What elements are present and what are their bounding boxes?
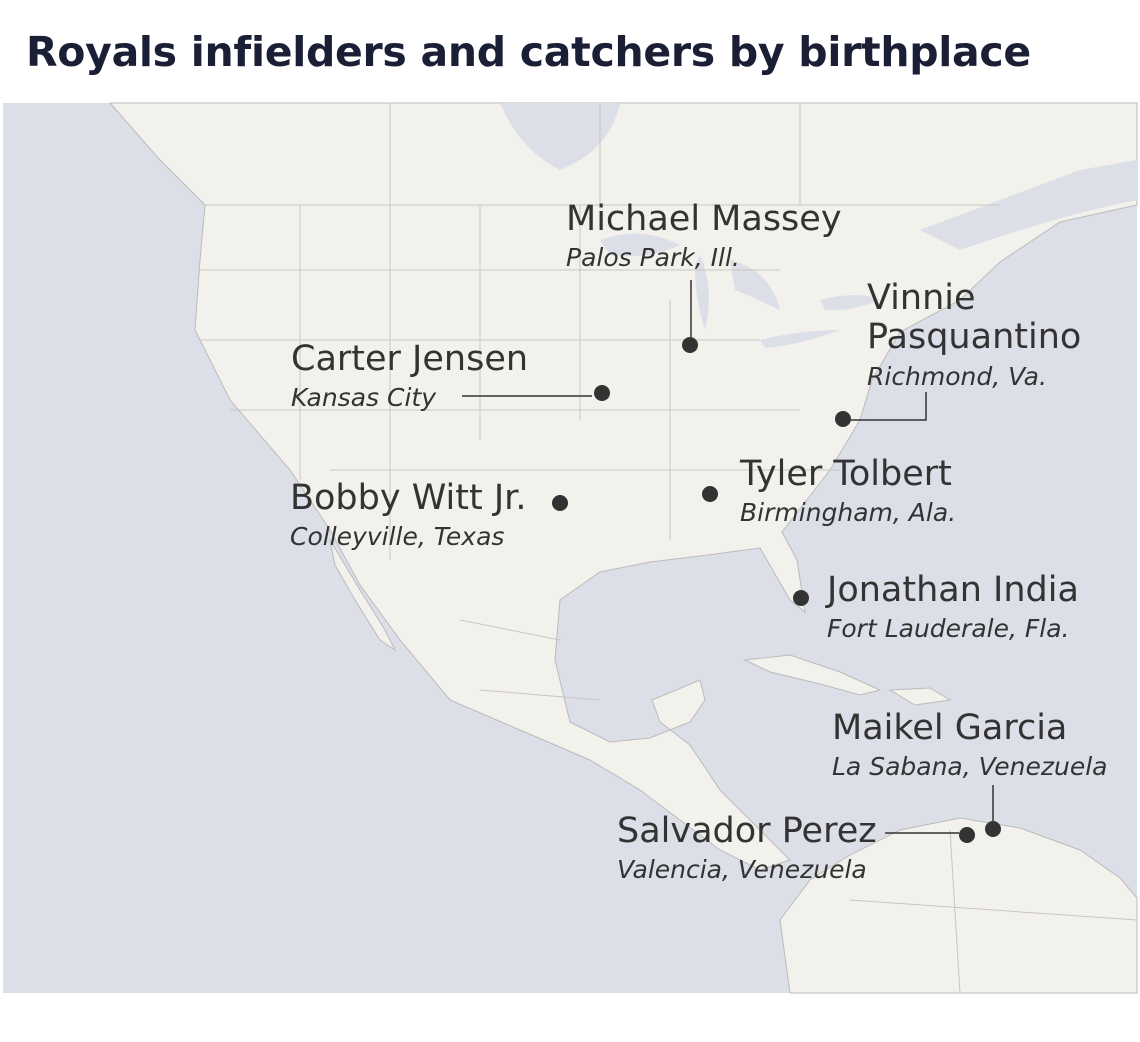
cuba	[743, 654, 882, 696]
label: Salvador Perez Valencia, Venezuela	[617, 811, 877, 884]
dot	[702, 486, 718, 502]
borders	[200, 103, 1138, 994]
birthplace: Colleyville, Texas	[290, 522, 505, 551]
dot	[552, 495, 568, 511]
dot	[985, 821, 1001, 837]
birthplace: Valencia, Venezuela	[617, 855, 867, 884]
label: Tyler Tolbert Birmingham, Ala.	[740, 454, 957, 527]
dot	[682, 337, 698, 353]
player-name: Michael Massey	[566, 199, 842, 239]
label: Maikel Garcia La Sabana, Venezuela	[832, 708, 1108, 781]
player-name: Vinnie Pasquantino	[867, 278, 1082, 357]
birthplace: La Sabana, Venezuela	[832, 752, 1108, 781]
dot	[835, 411, 851, 427]
player-name: Tyler Tolbert	[740, 454, 952, 494]
dot	[793, 590, 809, 606]
dot	[594, 385, 610, 401]
leader-lines	[462, 280, 994, 834]
dots	[552, 337, 1001, 843]
birthplace: Palos Park, Ill.	[566, 243, 740, 272]
label: Vinnie Pasquantino Richmond, Va.	[867, 279, 1107, 389]
birthplace: Fort Lauderale, Fla.	[827, 614, 1070, 643]
hispaniola	[888, 687, 952, 706]
player-name: Maikel Garcia	[832, 708, 1068, 748]
label: Bobby Witt Jr. Colleyville, Texas	[290, 478, 527, 551]
title: Royals infielders and catchers by birthp…	[26, 28, 1031, 76]
player-name: Carter Jensen	[291, 339, 529, 379]
birthplace: Richmond, Va.	[867, 362, 1047, 391]
player-name: Salvador Perez	[617, 811, 877, 851]
label: Jonathan India Fort Lauderale, Fla.	[827, 570, 1079, 643]
birthplace: Kansas City	[291, 383, 436, 412]
label: Michael Massey Palos Park, Ill.	[566, 199, 842, 272]
label: Carter Jensen Kansas City	[291, 339, 529, 412]
lakes	[500, 103, 1137, 348]
dot	[959, 827, 975, 843]
baja	[329, 539, 397, 652]
birthplace: Birmingham, Ala.	[740, 498, 957, 527]
player-name: Bobby Witt Jr.	[290, 478, 527, 518]
player-name: Jonathan India	[827, 570, 1079, 610]
